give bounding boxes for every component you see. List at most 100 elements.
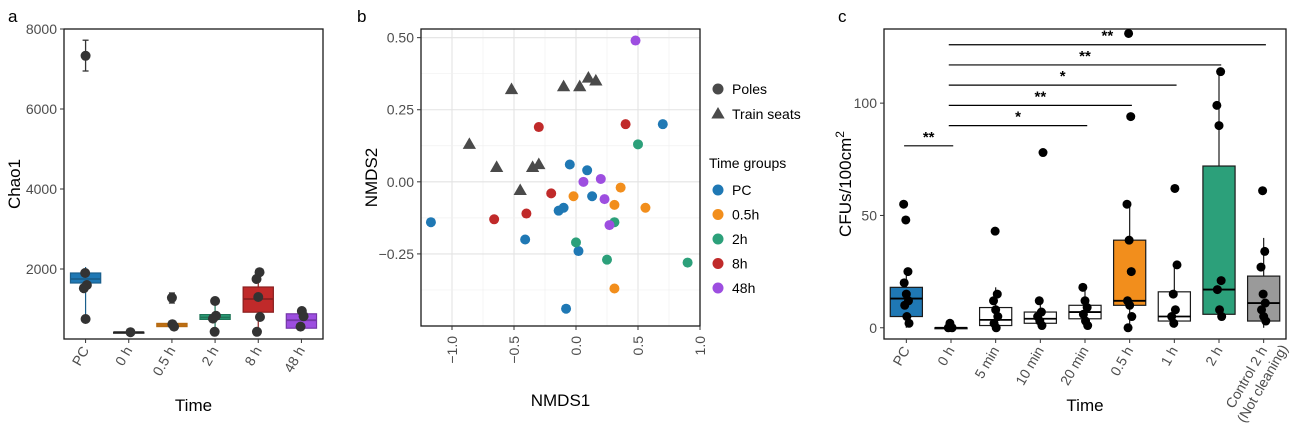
panel-c-point: [1217, 312, 1227, 322]
panel-c-point: [899, 199, 909, 209]
panel-a-point: [251, 274, 262, 284]
panel-a-point: [298, 311, 309, 322]
panel-b-point-PC: [520, 234, 531, 245]
panel-c-point: [1037, 321, 1047, 331]
panel-c-point: [1214, 121, 1224, 131]
panel-c-xtick-label: 0.5 h: [1107, 344, 1136, 379]
panel-b-ylabel: NMDS2: [362, 148, 381, 208]
panel-b-point-48h: [599, 194, 610, 205]
panel-c-point: [903, 267, 913, 277]
panel-b-train-seat-point: [504, 82, 519, 95]
panel-c-point: [1124, 28, 1134, 38]
panel-b-frame: [420, 28, 701, 327]
panel-b-point-2h: [571, 237, 581, 248]
panel-b-letter: b: [357, 7, 366, 26]
panel-a-ytick-label: 6000: [26, 101, 57, 117]
panel-c-point: [1212, 285, 1222, 295]
panel-b-xtick-label: 0.0: [568, 336, 584, 356]
panel-c-point: [991, 323, 1001, 333]
panel-a-ytick-label: 8000: [26, 21, 57, 37]
panel-c-point: [1216, 276, 1226, 286]
panel-b-point-PC: [582, 165, 593, 176]
panel-c-point: [900, 300, 910, 310]
panel-b-xtick-label: −1.0: [444, 336, 460, 364]
panel-c-point: [943, 323, 953, 333]
panel-b-ytick-label: 0.00: [387, 174, 414, 190]
panel-c-point: [1082, 303, 1092, 313]
panel-b-legend-0.5h-label: 0.5h: [732, 207, 759, 223]
panel-b-train-seat-point: [532, 157, 546, 170]
panel-b-train-seat-point: [513, 183, 527, 196]
panel-b-legend-8h-symbol: [712, 258, 724, 269]
panel-a-point: [80, 268, 91, 278]
panel-b-train-seat-point: [573, 79, 587, 92]
panel-c-ytick-label: 0: [869, 320, 877, 336]
panel-a-ytick-label: 4000: [26, 181, 57, 197]
panel-c-xtick-label: PC: [889, 344, 913, 369]
panel-c-xlabel: Time: [1066, 396, 1103, 415]
panel-c-point: [1038, 148, 1048, 158]
panel-b-point-2h: [682, 257, 693, 268]
panel-b-point-0.5h: [609, 283, 620, 294]
panel-b-train-seat-point: [489, 160, 504, 172]
panel-b-legend-PC-symbol: [712, 184, 724, 196]
panel-b-legend-2h-symbol: [712, 233, 724, 245]
panel-c-point: [993, 312, 1003, 322]
panel-c-ytick-label: 50: [861, 207, 877, 223]
panel-c-ytick-label: 100: [854, 95, 878, 111]
panel-b-point-0.5h: [568, 191, 579, 202]
panel-c-point: [1123, 323, 1133, 333]
panel-c-point: [901, 215, 911, 225]
panel-c-point: [904, 318, 914, 328]
panel-b-point-8h: [533, 122, 544, 133]
panel-b-legend-poles-symbol: [712, 83, 724, 95]
panel-c-comparison-label: *: [1060, 68, 1066, 85]
panel-c-comparison-label: **: [1101, 28, 1113, 45]
panel-c-point: [1078, 282, 1088, 292]
panel-b-point-PC: [573, 246, 584, 257]
panel-a-point: [80, 314, 91, 324]
panel-c-point: [1126, 112, 1136, 122]
panel-a-xtick-label: 0.5 h: [149, 344, 178, 379]
panel-a-xtick-label: 2 h: [198, 344, 222, 369]
panel-c-xtick-label: 0 h: [934, 344, 958, 369]
panel-c-point: [1169, 318, 1179, 328]
panel-a-point: [169, 321, 180, 332]
panel-b-legend-8h-label: 8h: [732, 256, 748, 272]
panel-b-legend-seats-label: Train seats: [732, 106, 801, 122]
panel-b-xtick-label: 1.0: [692, 336, 708, 356]
panel-c-point: [1083, 321, 1093, 331]
panel-b-ytick-label: 0.50: [387, 30, 414, 46]
panel-b-point-0.5h: [640, 202, 651, 213]
panel-b-legend-48h-symbol: [712, 282, 724, 294]
panel-c-point: [1034, 296, 1044, 306]
panel-b-legend-seats-symbol: [711, 107, 725, 119]
panel-a-point: [254, 312, 265, 322]
panel-b-nmds-scatter: b −0.25 0.00 0.25 0.50 −1.0 −0.5 0.0 0.5 1.0 NMDS1…: [357, 7, 801, 410]
panel-a-point: [78, 283, 89, 294]
panel-b-legend-48h-label: 48h: [732, 280, 755, 296]
panel-c-point: [1127, 312, 1137, 322]
panel-a-frame: [63, 28, 324, 340]
panel-c-point: [1216, 67, 1226, 77]
panel-b-train-seat-point: [581, 71, 596, 83]
panel-b-ytick-label: 0.25: [387, 102, 414, 118]
panel-a-ytick-label: 2000: [26, 261, 57, 277]
panel-a-xtick-label: PC: [69, 344, 93, 369]
panel-b-point-PC: [564, 159, 575, 170]
panel-a-point: [80, 50, 91, 61]
panel-b-point-48h: [595, 173, 606, 184]
panel-a-xtick-label: 0 h: [112, 344, 136, 369]
panel-b-ytick-label: −0.25: [379, 246, 415, 262]
panel-b-xlabel: NMDS1: [531, 391, 591, 410]
panel-b-point-PC: [657, 119, 668, 130]
panel-a-point: [125, 327, 136, 338]
panel-b-xtick-label: −0.5: [506, 336, 522, 364]
panel-c-point: [1260, 298, 1270, 308]
panel-b-point-8h: [546, 188, 557, 199]
panel-a-point: [166, 292, 177, 303]
panel-c-point: [1258, 289, 1268, 299]
panel-b-point-8h: [521, 208, 532, 219]
panel-c-comparison-label: **: [1034, 88, 1046, 105]
panel-a-point: [251, 326, 262, 337]
